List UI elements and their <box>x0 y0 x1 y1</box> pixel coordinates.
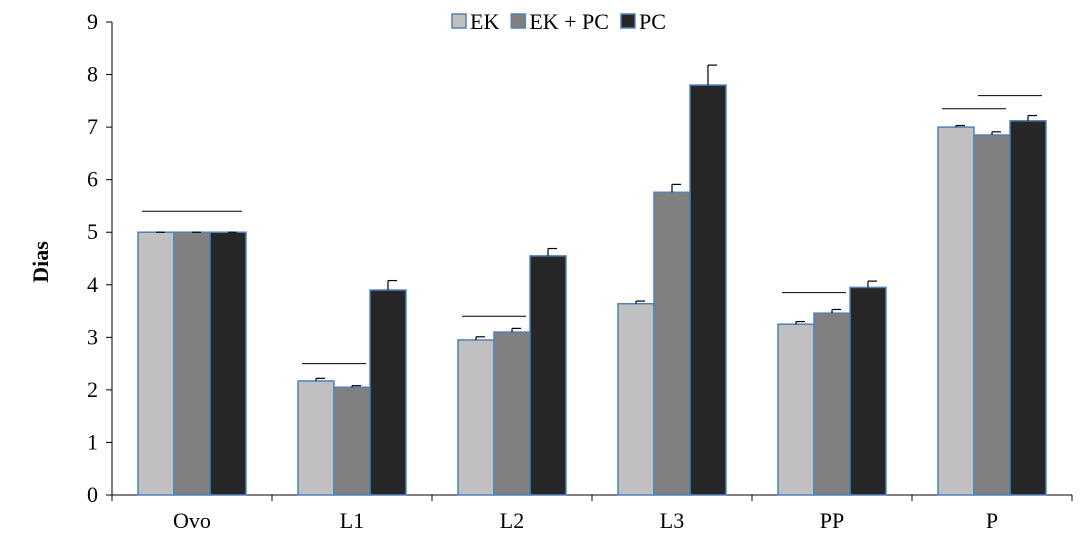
bar-ek-pc-l2 <box>493 331 531 496</box>
y-tick-label: 9 <box>87 9 98 34</box>
bar-ek-l3 <box>617 302 655 496</box>
error-bars <box>156 64 1037 388</box>
legend-label: PC <box>639 9 666 34</box>
bar-ek-ovo <box>137 231 175 496</box>
bar-ek-p <box>937 126 975 496</box>
x-tick-label: P <box>986 508 998 533</box>
bar-ek-pc-l1 <box>333 386 371 496</box>
y-tick-label: 1 <box>87 429 98 454</box>
x-tick-label: L2 <box>500 508 524 533</box>
bars <box>137 84 1047 496</box>
bar-pc-l2 <box>529 255 567 496</box>
bar-pc-p <box>1009 120 1047 496</box>
y-tick-label: 4 <box>87 272 98 297</box>
bar-pc-l1 <box>369 289 407 496</box>
y-tick-label: 2 <box>87 377 98 402</box>
y-tick-label: 7 <box>87 114 98 139</box>
y-tick-label: 8 <box>87 62 98 87</box>
bar-pc-l3 <box>689 84 727 496</box>
x-axis: Ovo L1 L2 L3 PP P <box>111 494 1073 533</box>
x-tick-label: Ovo <box>173 508 211 533</box>
bar-ek-pc-pp <box>813 312 851 496</box>
bar-ek-l1 <box>297 380 335 496</box>
legend-label: EK + PC <box>529 9 609 34</box>
bar-ek-pc-p <box>973 134 1011 496</box>
legend-swatch <box>510 13 527 29</box>
y-axis: 0 1 2 3 4 5 6 7 8 9 <box>87 9 113 507</box>
y-tick-label: 3 <box>87 324 98 349</box>
y-tick-label: 0 <box>87 482 98 507</box>
significance-lines <box>142 95 1042 365</box>
x-tick-label: PP <box>820 508 844 533</box>
legend-label: EK <box>470 9 499 34</box>
x-tick-label: L3 <box>660 508 684 533</box>
bar-ek-pc-l3 <box>653 191 691 496</box>
y-tick-label: 5 <box>87 219 98 244</box>
legend-swatch <box>620 13 636 29</box>
y-axis-label: Dias <box>28 241 53 283</box>
legend: EK EK + PC PC <box>451 9 666 34</box>
x-tick-label: L1 <box>340 508 364 533</box>
bar-ek-pc-ovo <box>173 231 211 496</box>
y-tick-label: 6 <box>87 167 98 192</box>
bar-ek-pp <box>777 323 815 496</box>
legend-swatch <box>451 13 467 29</box>
bar-pc-pp <box>849 286 887 496</box>
bar-pc-ovo <box>209 231 247 496</box>
bar-ek-l2 <box>457 339 495 496</box>
